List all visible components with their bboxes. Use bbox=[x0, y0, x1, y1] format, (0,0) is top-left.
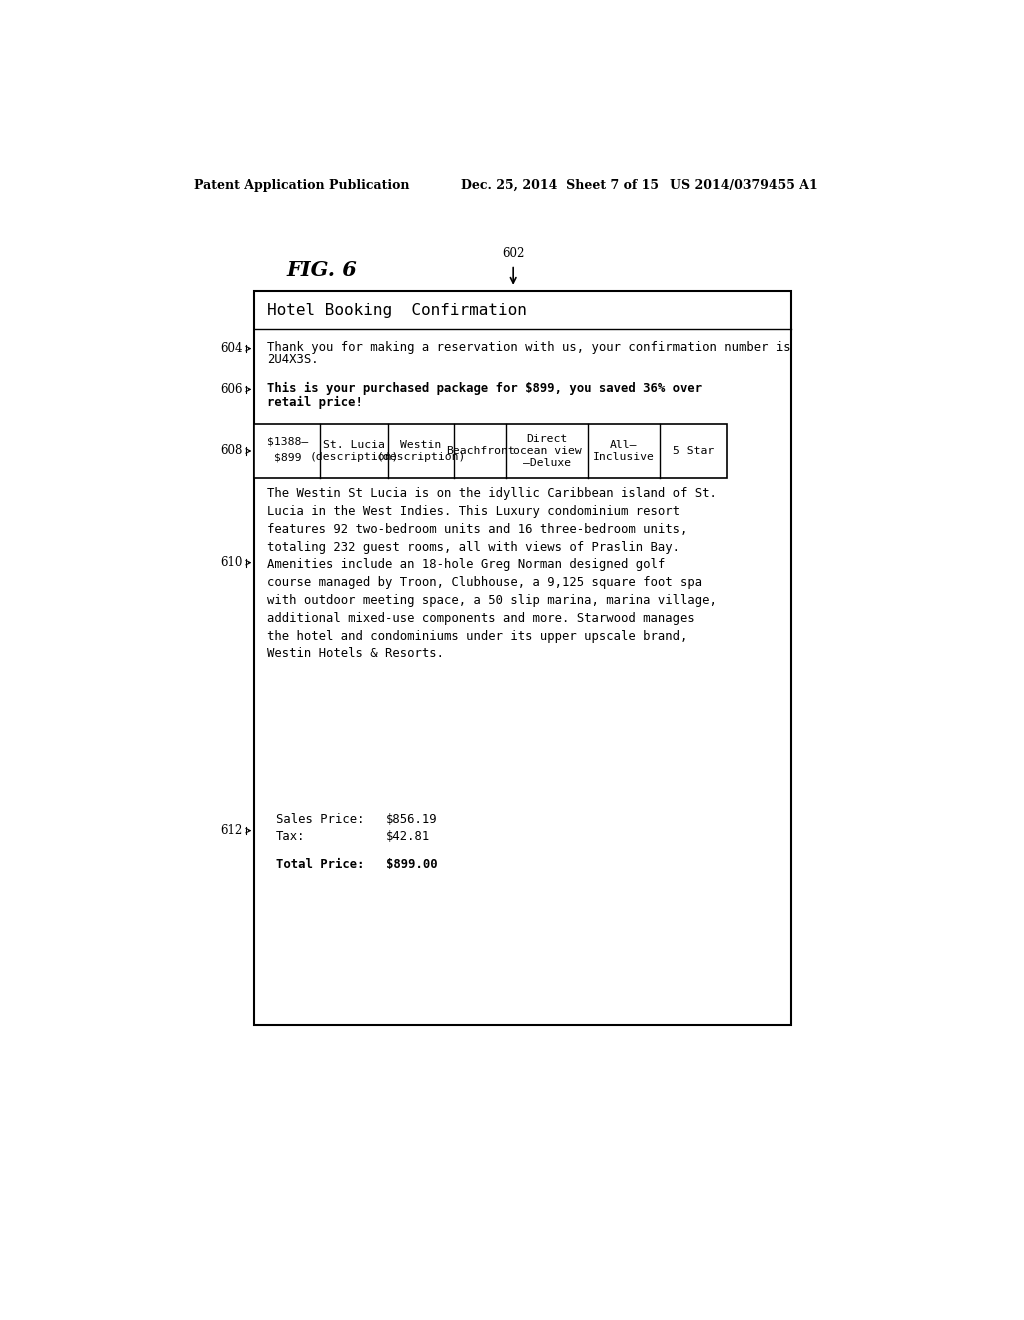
Text: $856.19: $856.19 bbox=[386, 813, 437, 826]
Text: Dec. 25, 2014  Sheet 7 of 15: Dec. 25, 2014 Sheet 7 of 15 bbox=[461, 178, 659, 191]
Text: Patent Application Publication: Patent Application Publication bbox=[194, 178, 410, 191]
Text: Direct
ocean view
–Deluxe: Direct ocean view –Deluxe bbox=[513, 434, 582, 469]
Text: US 2014/0379455 A1: US 2014/0379455 A1 bbox=[671, 178, 818, 191]
Text: Total Price:: Total Price: bbox=[276, 858, 365, 871]
Text: Hotel Booking  Confirmation: Hotel Booking Confirmation bbox=[266, 302, 526, 318]
Text: 5 Star: 5 Star bbox=[673, 446, 714, 455]
Text: $899: $899 bbox=[273, 453, 301, 462]
Text: Westin
(description): Westin (description) bbox=[376, 440, 466, 462]
Text: 602: 602 bbox=[502, 247, 524, 260]
Text: 608: 608 bbox=[220, 445, 243, 458]
Text: All–
Inclusive: All– Inclusive bbox=[593, 440, 654, 462]
Text: The Westin St Lucia is on the idyllic Caribbean island of St.
Lucia in the West : The Westin St Lucia is on the idyllic Ca… bbox=[266, 487, 717, 660]
Text: 2U4X3S.: 2U4X3S. bbox=[266, 354, 318, 366]
Bar bbox=[254, 424, 727, 478]
Text: St. Lucia
(description): St. Lucia (description) bbox=[309, 440, 398, 462]
Text: Sales Price:: Sales Price: bbox=[276, 813, 365, 826]
Text: $42.81: $42.81 bbox=[386, 830, 430, 843]
Bar bbox=[254, 290, 791, 1024]
Text: 606: 606 bbox=[220, 383, 243, 396]
Text: $899.00: $899.00 bbox=[386, 858, 437, 871]
Text: 604: 604 bbox=[220, 342, 243, 355]
Text: 612: 612 bbox=[220, 824, 243, 837]
Text: This is your purchased package for $899, you saved 36% over: This is your purchased package for $899,… bbox=[266, 381, 701, 395]
Text: Tax:: Tax: bbox=[276, 830, 305, 843]
Text: 610: 610 bbox=[220, 556, 243, 569]
Text: FIG. 6: FIG. 6 bbox=[287, 260, 357, 280]
Text: Beachfront: Beachfront bbox=[445, 446, 515, 455]
Text: retail price!: retail price! bbox=[266, 396, 362, 409]
Text: Thank you for making a reservation with us, your confirmation number is: Thank you for making a reservation with … bbox=[266, 341, 791, 354]
Text: $1388—: $1388— bbox=[266, 437, 308, 446]
